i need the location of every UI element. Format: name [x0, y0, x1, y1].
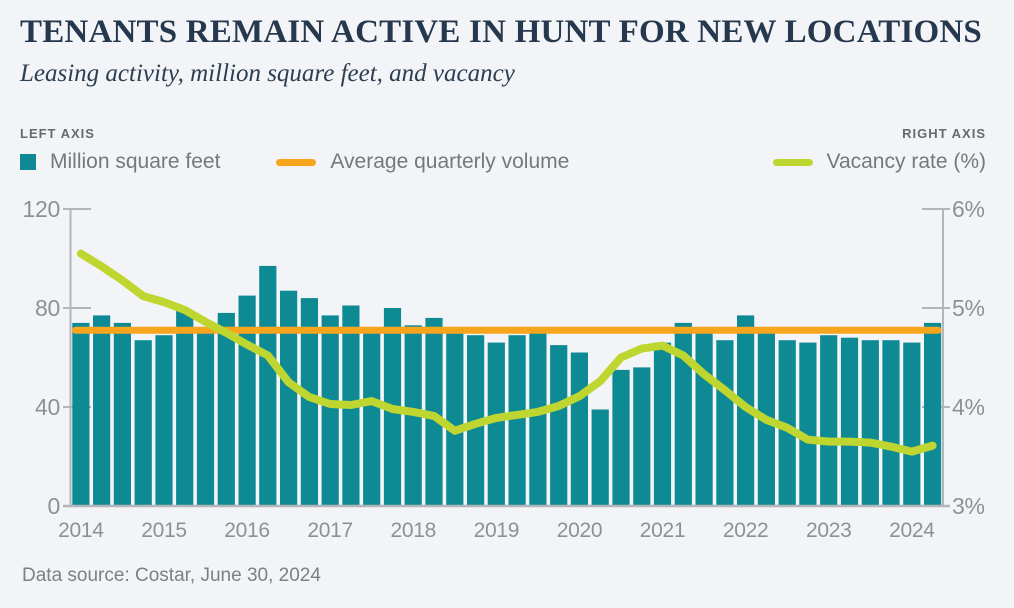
bar-2023-Q2 [840, 337, 859, 506]
year-label-2022: 2022 [723, 519, 769, 542]
legend-row-right: Vacancy rate (%) [772, 150, 987, 174]
bar-2020-Q3 [612, 369, 630, 506]
bar-2021-Q2 [674, 322, 692, 506]
left-axis-label-40: 40 [35, 394, 60, 420]
bar-2017-Q3 [363, 330, 381, 506]
page-subtitle: Leasing activity, million square feet, a… [20, 60, 515, 87]
bar-2023-Q1 [820, 335, 838, 506]
right-axis-label-4: 4% [952, 394, 985, 420]
year-label-2014: 2014 [58, 519, 104, 542]
bar-2015-Q4 [217, 312, 235, 506]
bar-2015-Q2 [176, 310, 194, 506]
bar-2019-Q2 [508, 335, 526, 506]
legend-item-average-quarterly-volume: Average quarterly volume [276, 150, 569, 174]
bar-2015-Q1 [155, 335, 173, 506]
year-label-2021: 2021 [640, 519, 686, 542]
year-label-2018: 2018 [391, 519, 437, 542]
year-label-2020: 2020 [557, 519, 603, 542]
left-axis-label-120: 120 [23, 196, 60, 222]
vacancy-line-swatch-icon [772, 158, 813, 166]
bar-2014-Q3 [113, 322, 131, 506]
right-axis-label-6: 6% [952, 196, 985, 222]
legend-label-vacancy-rate: Vacancy rate (%) [826, 150, 987, 173]
bar-2021-Q4 [716, 340, 734, 506]
bar-2016-Q4 [300, 298, 318, 506]
bar-2020-Q1 [570, 352, 588, 506]
bar-2019-Q3 [529, 332, 547, 507]
bar-2021-Q3 [695, 332, 713, 507]
vacancy-rate-line [76, 249, 937, 456]
year-label-2024: 2024 [889, 519, 935, 542]
left-axis-label-0: 0 [48, 493, 61, 519]
bar-2020-Q2 [591, 409, 609, 506]
year-label-2019: 2019 [474, 519, 520, 542]
bar-2023-Q3 [861, 340, 879, 506]
year-label-2017: 2017 [307, 519, 353, 542]
right-axis-heading: RIGHT AXIS [902, 126, 986, 141]
legend-item-million-square-feet: Million square feet [20, 150, 220, 174]
legend-row-left: Million square feet Average quarterly vo… [20, 150, 569, 174]
bar-2016-Q3 [280, 290, 298, 506]
bar-2014-Q4 [134, 340, 152, 506]
bar-2024-Q2 [924, 322, 942, 506]
bar-2018-Q3 [446, 332, 464, 507]
left-axis-heading: LEFT AXIS [20, 126, 95, 141]
bar-2022-Q4 [799, 342, 817, 506]
legend-right-axis: RIGHT AXIS Vacancy rate (%) [772, 126, 987, 174]
page-title: TENANTS REMAIN ACTIVE IN HUNT FOR NEW LO… [20, 14, 982, 50]
bar-2022-Q3 [778, 340, 796, 506]
year-label-2015: 2015 [141, 519, 187, 542]
year-label-2023: 2023 [806, 519, 852, 542]
data-source-note: Data source: Costar, June 30, 2024 [22, 565, 321, 586]
bar-2020-Q4 [633, 367, 651, 506]
bar-2015-Q3 [196, 330, 215, 506]
bar-2016-Q2 [259, 265, 277, 506]
average-line-swatch-icon [276, 158, 317, 166]
legend-label-million-square-feet: Million square feet [50, 150, 221, 173]
legend-label-average-quarterly-volume: Average quarterly volume [330, 150, 570, 173]
bar-2014-Q1 [72, 322, 90, 506]
bar-2019-Q1 [487, 342, 505, 506]
legend-item-vacancy-rate: Vacancy rate (%) [772, 150, 987, 174]
bar-2024-Q1 [903, 342, 921, 506]
bar-2019-Q4 [550, 345, 568, 506]
right-axis-label-5: 5% [952, 295, 985, 321]
bar-series-swatch-icon [20, 154, 36, 170]
year-label-2016: 2016 [224, 519, 270, 542]
bar-2014-Q2 [93, 315, 111, 506]
bar-2023-Q4 [882, 340, 900, 506]
bar-2021-Q1 [653, 342, 672, 506]
left-axis-label-80: 80 [35, 295, 60, 321]
legend-left-axis: LEFT AXIS Million square feet Average qu… [20, 126, 569, 174]
right-axis-label-3: 3% [952, 493, 985, 519]
bar-2017-Q1 [321, 315, 339, 506]
